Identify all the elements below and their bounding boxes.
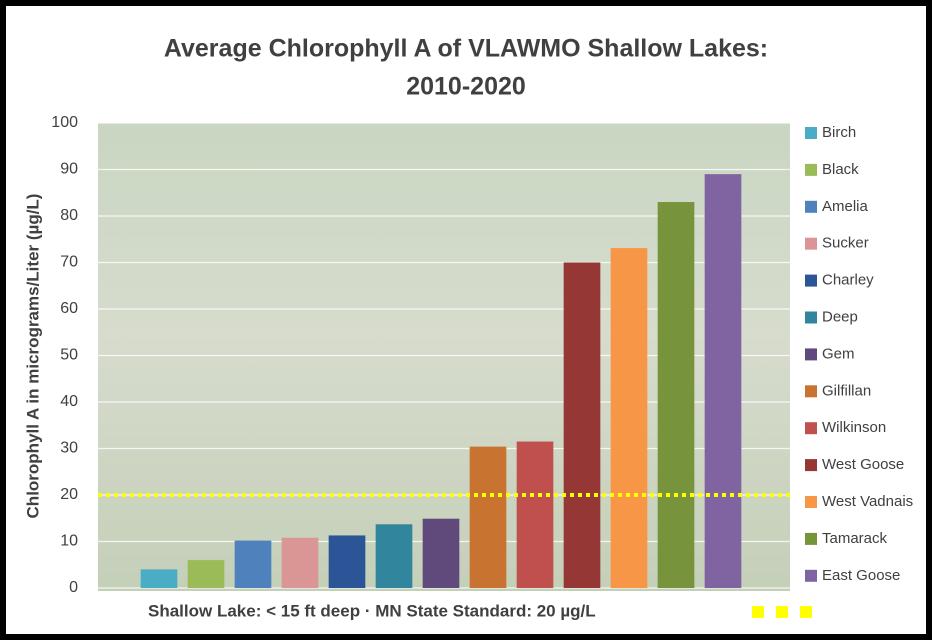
- bar: [187, 560, 225, 588]
- legend-label: Tamarack: [822, 530, 888, 547]
- y-tick-label: 10: [60, 533, 78, 550]
- legend-swatch: [805, 532, 817, 545]
- legend-swatch: [805, 237, 817, 250]
- y-tick-label: 20: [60, 486, 78, 503]
- bar: [469, 446, 507, 588]
- footer-swatch: [776, 606, 788, 618]
- footer: Shallow Lake: < 15 ft deep · MN State St…: [148, 601, 596, 620]
- y-tick-label: 100: [51, 114, 78, 131]
- bar: [234, 540, 272, 588]
- y-tick-label: 0: [69, 579, 78, 596]
- bar: [610, 248, 648, 588]
- bar: [422, 518, 460, 588]
- legend-swatch: [805, 274, 817, 287]
- legend-swatch: [805, 311, 817, 324]
- y-axis-label: Chlorophyll A in micrograms/Liter (µg/L): [23, 194, 42, 519]
- legend-swatch: [805, 163, 817, 176]
- y-tick-label: 70: [60, 254, 78, 271]
- legend-label: Amelia: [822, 198, 869, 215]
- legend-label: Birch: [822, 124, 856, 141]
- legend-swatch: [805, 459, 817, 472]
- footer-swatch: [752, 606, 764, 618]
- legend-label: Gilfillan: [822, 382, 871, 399]
- legend-label: West Goose: [822, 456, 904, 473]
- y-tick-label: 30: [60, 440, 78, 457]
- legend-label: Charley: [822, 272, 874, 289]
- y-tick-label: 60: [60, 300, 78, 317]
- bar: [328, 535, 366, 588]
- legend-swatch: [805, 200, 817, 213]
- y-tick-label: 90: [60, 161, 78, 178]
- y-tick-label: 40: [60, 393, 78, 410]
- legend-label: East Goose: [822, 567, 900, 584]
- bar: [375, 524, 413, 588]
- legend-label: Black: [822, 161, 859, 178]
- legend-swatch: [805, 127, 817, 139]
- legend-swatch: [805, 348, 817, 361]
- legend-swatch: [805, 422, 817, 435]
- footer-swatch: [800, 606, 812, 618]
- legend-label: Deep: [822, 308, 858, 325]
- bar: [140, 569, 178, 588]
- legend-label: Wilkinson: [822, 419, 886, 436]
- legend-label: Sucker: [822, 235, 869, 252]
- bar: [704, 174, 742, 588]
- bar: [563, 262, 601, 588]
- y-tick-label: 50: [60, 347, 78, 364]
- legend-swatch: [805, 385, 817, 398]
- bar: [281, 537, 319, 588]
- legend-swatch: [805, 569, 817, 582]
- legend-label: Gem: [822, 345, 855, 362]
- chart-subtitle: 2010-2020: [406, 73, 526, 101]
- bar: [657, 202, 695, 589]
- y-tick-label: 80: [60, 207, 78, 224]
- bar: [516, 441, 554, 588]
- chart-title: Average Chlorophyll A of VLAWMO Shallow …: [164, 35, 768, 63]
- legend-label: West Vadnais: [822, 493, 913, 510]
- legend-swatch: [805, 496, 817, 508]
